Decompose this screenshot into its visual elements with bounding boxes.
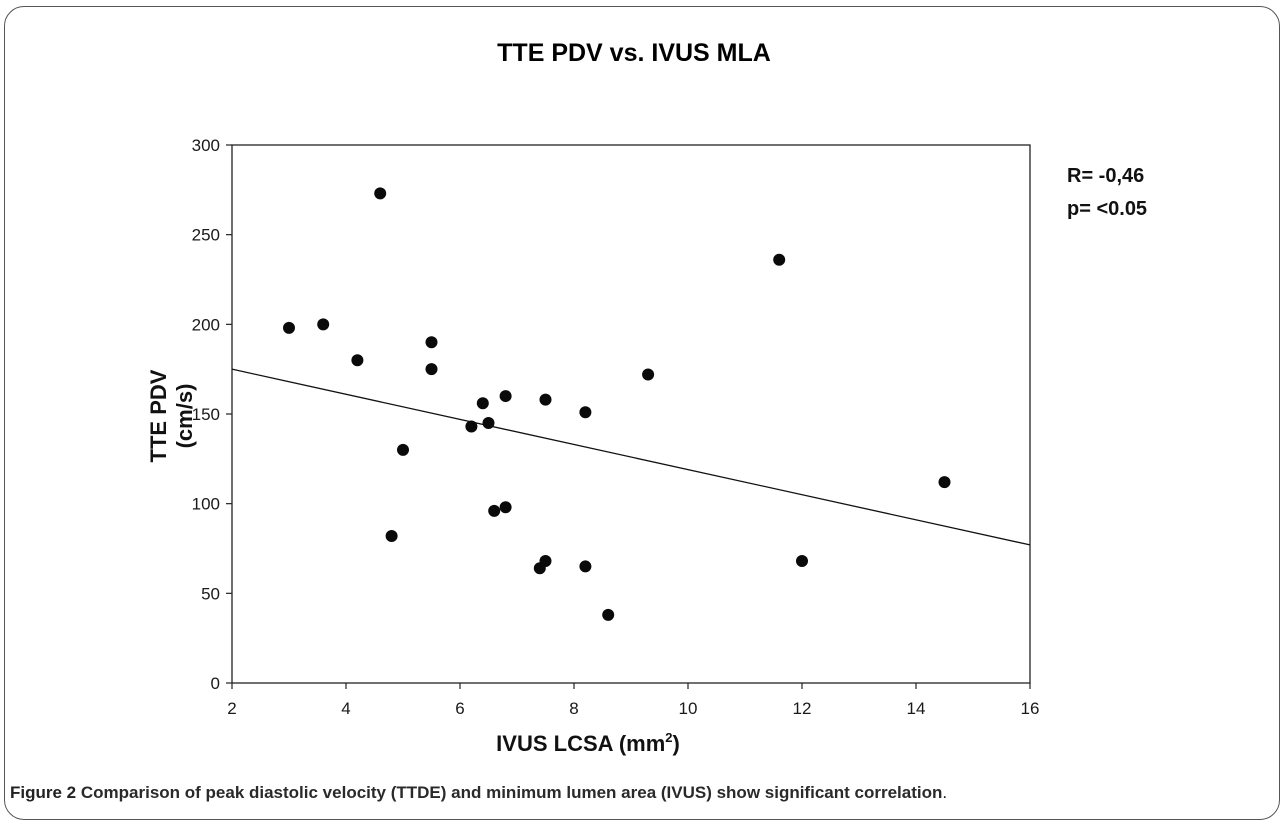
scatter-point — [642, 368, 655, 381]
y-tick-label: 0 — [211, 674, 220, 693]
scatter-point — [476, 397, 489, 410]
trendline — [231, 368, 1031, 546]
x-tick-label: 4 — [341, 699, 350, 718]
x-tick-label: 2 — [227, 699, 236, 718]
x-tick-label: 14 — [907, 699, 926, 718]
scatter-point — [482, 416, 495, 429]
scatter-point — [602, 608, 615, 621]
x-tick-label: 12 — [793, 699, 812, 718]
scatter-point — [385, 529, 398, 542]
plot-area — [231, 144, 1031, 684]
x-tick-label: 8 — [569, 699, 578, 718]
data-points — [283, 187, 951, 621]
y-tick-label: 200 — [192, 315, 220, 334]
scatter-point — [397, 443, 409, 456]
trendline-group — [231, 368, 1031, 546]
y-tick-label: 150 — [192, 405, 220, 424]
scatter-point — [488, 504, 501, 517]
scatter-point — [773, 253, 786, 266]
scatter-point — [283, 321, 295, 334]
y-axis-ticks: 0 50 100 150 200 250 300 — [192, 136, 232, 693]
y-tick-label: 100 — [192, 495, 220, 514]
y-tick-label: 50 — [201, 584, 220, 603]
y-axis-label-line1: TTE PDV — [146, 369, 171, 462]
scatter-point — [317, 318, 330, 331]
x-tick-label: 16 — [1021, 699, 1040, 718]
chart-title: TTE PDV vs. IVUS MLA — [497, 39, 771, 67]
scatter-point — [579, 406, 592, 419]
caption-end: . — [942, 783, 948, 802]
caption-text: Comparison of peak diastolic velocity (T… — [80, 783, 943, 802]
scatter-point — [425, 336, 438, 349]
scatter-point — [465, 420, 478, 433]
scatter-point — [539, 555, 552, 568]
scatter-point — [938, 476, 951, 489]
r-value-annotation: R= -0,46 — [1067, 165, 1144, 187]
scatter-point — [499, 501, 512, 514]
p-value-annotation: p= <0.05 — [1067, 198, 1147, 220]
x-tick-label: 10 — [679, 699, 698, 718]
scatter-point — [499, 390, 512, 403]
figure-caption: Figure 2 Comparison of peak diastolic ve… — [10, 783, 1270, 803]
y-tick-label: 300 — [192, 136, 220, 155]
figure-frame — [4, 6, 1280, 820]
y-tick-label: 250 — [192, 226, 220, 245]
scatter-point — [351, 354, 364, 367]
scatter-point — [796, 555, 808, 568]
scatter-point — [539, 393, 552, 406]
y-axis-label-line2: (cm/s) — [172, 384, 197, 449]
caption-label: Figure 2 — [10, 783, 77, 802]
x-axis-label: IVUS LCSA (mm2) — [496, 730, 680, 756]
x-tick-label: 6 — [455, 699, 464, 718]
scatter-point — [425, 363, 438, 376]
scatter-point — [579, 560, 592, 573]
x-axis-label-superscript: 2 — [665, 730, 672, 745]
scatter-point — [374, 187, 387, 200]
scatter-chart: TTE PDV vs. IVUS MLA 2 4 6 8 10 12 14 16 0 50 100… — [146, 39, 1147, 756]
x-axis-ticks: 2 4 6 8 10 12 14 16 — [227, 683, 1039, 718]
